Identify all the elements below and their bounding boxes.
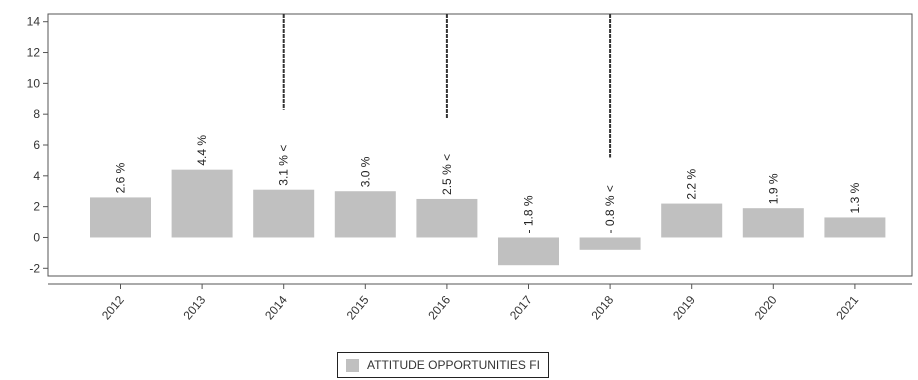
bar-2020 — [742, 208, 804, 238]
y-tick-label: 0 — [33, 230, 40, 244]
data-label-2019: 2.2 % — [685, 169, 699, 200]
data-label-2012: 2.6 % — [114, 162, 128, 193]
y-tick-label: -2 — [29, 261, 40, 275]
data-label-2018: - 0.8 % < — [603, 185, 617, 233]
data-label-2015: 3.0 % — [358, 156, 372, 187]
data-label-2016: 2.5 % < — [440, 154, 454, 195]
y-tick-label: 12 — [27, 46, 41, 60]
x-tick-label-2018: 2018 — [589, 293, 617, 323]
bar-2015 — [334, 191, 396, 238]
x-tick-label-2015: 2015 — [344, 293, 372, 323]
bar-2017 — [498, 237, 559, 266]
x-tick-label-2013: 2013 — [181, 293, 209, 323]
legend: ATTITUDE OPPORTUNITIES FI — [337, 352, 549, 378]
data-label-2020: 1.9 % — [766, 173, 780, 204]
bar-chart: -2 0 2 4 6 8 10 12 14 2.6 % 4.4 % 3.1 % < 3.0 % 2.5 … — [27, 13, 913, 323]
x-tick-label-2016: 2016 — [425, 293, 453, 323]
legend-swatch — [346, 358, 359, 372]
data-label-2014: 3.1 % < — [277, 145, 291, 186]
legend-label: ATTITUDE OPPORTUNITIES FI — [367, 358, 540, 372]
data-label-2013: 4.4 % — [195, 135, 209, 166]
y-tick-label: 8 — [33, 107, 40, 121]
data-label-2021: 1.3 % — [848, 182, 862, 213]
y-tick-label: 14 — [27, 15, 41, 29]
x-tick-label-2014: 2014 — [262, 293, 290, 323]
bar-2016 — [416, 198, 478, 238]
y-tick-label: 2 — [33, 200, 40, 214]
bar-2018 — [579, 237, 641, 250]
y-tick-label: 10 — [27, 76, 41, 90]
bar-2014 — [253, 189, 315, 238]
data-label-2017: - 1.8 % — [522, 195, 536, 233]
y-tick-label: 6 — [33, 138, 40, 152]
bar-2021 — [824, 217, 886, 238]
x-tick-label-2021: 2021 — [833, 293, 861, 323]
bar-2012 — [90, 197, 151, 238]
x-tick-label-2012: 2012 — [99, 293, 127, 323]
x-tick-label-2020: 2020 — [752, 293, 780, 323]
bar-2013 — [171, 169, 233, 238]
x-tick-label-2017: 2017 — [507, 293, 535, 323]
bar-2019 — [661, 203, 723, 238]
y-tick-label: 4 — [33, 169, 40, 183]
x-tick-label-2019: 2019 — [670, 293, 698, 323]
